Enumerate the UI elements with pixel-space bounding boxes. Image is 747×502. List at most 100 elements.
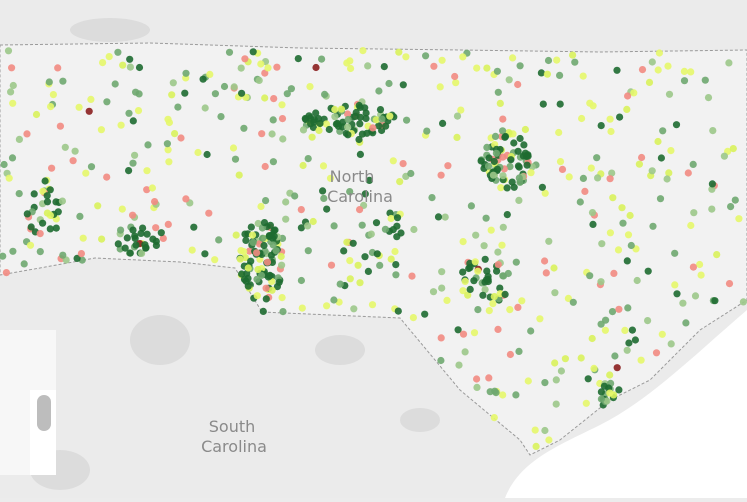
map-point[interactable]	[325, 125, 333, 134]
map-point[interactable]	[689, 263, 698, 271]
map-point[interactable]	[344, 123, 352, 131]
map-point[interactable]	[247, 257, 255, 265]
map-point[interactable]	[201, 104, 209, 112]
map-point[interactable]	[346, 257, 354, 265]
map-point[interactable]	[512, 258, 520, 266]
map-point[interactable]	[129, 117, 137, 125]
map-point[interactable]	[727, 203, 735, 211]
map-point[interactable]	[149, 235, 157, 243]
map-point[interactable]	[673, 290, 681, 298]
map-point[interactable]	[164, 220, 172, 228]
map-point[interactable]	[75, 103, 83, 111]
map-point[interactable]	[493, 267, 501, 275]
map-point[interactable]	[56, 122, 64, 130]
map-point[interactable]	[611, 352, 619, 360]
map-point[interactable]	[26, 241, 35, 249]
map-point[interactable]	[373, 250, 381, 258]
map-point[interactable]	[483, 267, 491, 275]
map-point[interactable]	[725, 59, 733, 67]
map-point[interactable]	[603, 397, 611, 405]
map-point[interactable]	[259, 307, 267, 315]
map-point[interactable]	[731, 196, 739, 204]
map-point[interactable]	[356, 103, 364, 111]
map-point[interactable]	[556, 100, 564, 108]
map-point[interactable]	[278, 115, 287, 123]
map-point[interactable]	[336, 280, 344, 288]
map-point[interactable]	[543, 70, 552, 78]
map-point[interactable]	[385, 79, 393, 88]
map-point[interactable]	[491, 132, 500, 140]
map-point[interactable]	[258, 130, 266, 138]
map-point[interactable]	[282, 215, 290, 223]
map-point[interactable]	[387, 214, 395, 223]
map-point[interactable]	[240, 248, 248, 256]
map-point[interactable]	[619, 219, 627, 227]
map-point[interactable]	[628, 326, 637, 334]
map-point[interactable]	[376, 261, 384, 269]
map-point[interactable]	[597, 388, 606, 396]
map-point[interactable]	[382, 122, 390, 130]
map-point[interactable]	[49, 91, 58, 99]
map-point[interactable]	[59, 77, 67, 85]
map-point[interactable]	[454, 326, 462, 334]
map-point[interactable]	[131, 151, 139, 159]
map-point[interactable]	[376, 106, 385, 114]
map-point[interactable]	[493, 67, 501, 75]
map-point[interactable]	[461, 277, 469, 285]
map-point[interactable]	[393, 214, 402, 222]
map-point[interactable]	[389, 226, 397, 234]
map-point[interactable]	[709, 127, 717, 135]
map-point[interactable]	[330, 222, 338, 230]
map-point[interactable]	[690, 209, 698, 217]
map-point[interactable]	[27, 223, 35, 231]
map-point[interactable]	[260, 241, 268, 250]
map-point[interactable]	[624, 304, 632, 312]
map-point[interactable]	[499, 115, 507, 123]
map-point[interactable]	[498, 241, 506, 249]
map-point[interactable]	[54, 64, 62, 72]
map-point[interactable]	[297, 276, 305, 285]
map-point[interactable]	[521, 125, 530, 134]
map-point[interactable]	[299, 126, 308, 134]
map-point[interactable]	[8, 154, 17, 162]
map-point[interactable]	[609, 194, 617, 202]
map-point[interactable]	[15, 135, 23, 143]
map-point[interactable]	[356, 279, 364, 287]
map-point[interactable]	[253, 249, 261, 257]
map-point[interactable]	[561, 355, 570, 363]
map-point[interactable]	[497, 184, 505, 192]
map-point[interactable]	[356, 206, 364, 214]
map-point[interactable]	[489, 171, 497, 179]
map-point[interactable]	[606, 371, 614, 379]
map-point[interactable]	[473, 375, 481, 383]
map-point[interactable]	[550, 264, 558, 272]
map-point[interactable]	[151, 198, 159, 206]
map-point[interactable]	[380, 63, 388, 71]
map-point[interactable]	[244, 282, 252, 290]
map-point[interactable]	[294, 55, 302, 63]
map-point[interactable]	[135, 63, 144, 72]
map-point[interactable]	[129, 159, 137, 167]
map-point[interactable]	[355, 135, 363, 144]
map-point[interactable]	[687, 68, 695, 76]
map-point[interactable]	[606, 229, 615, 237]
map-point[interactable]	[241, 55, 249, 63]
map-point[interactable]	[36, 248, 44, 256]
map-point[interactable]	[316, 119, 324, 128]
map-point[interactable]	[391, 247, 399, 256]
map-point[interactable]	[389, 157, 397, 165]
map-point[interactable]	[235, 171, 243, 179]
map-point[interactable]	[304, 222, 312, 230]
map-point[interactable]	[503, 184, 511, 192]
map-point[interactable]	[321, 90, 329, 98]
map-point[interactable]	[315, 126, 323, 135]
map-point[interactable]	[652, 349, 661, 357]
map-point[interactable]	[474, 267, 482, 275]
map-point[interactable]	[330, 296, 338, 304]
map-point[interactable]	[665, 169, 673, 177]
map-point[interactable]	[238, 89, 246, 97]
map-point[interactable]	[143, 230, 151, 238]
map-point[interactable]	[490, 157, 498, 166]
map-point[interactable]	[471, 258, 479, 266]
map-point[interactable]	[616, 113, 624, 121]
